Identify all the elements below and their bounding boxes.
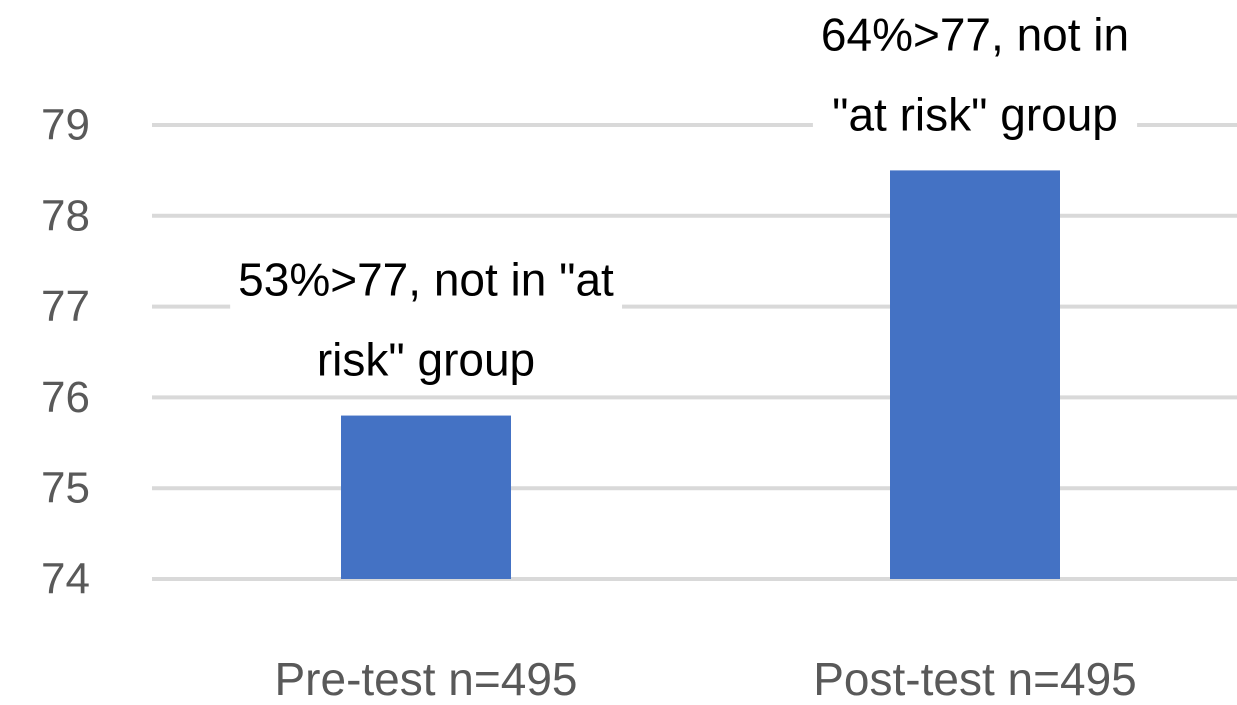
annotation-line: 53%>77, not in "at <box>238 254 614 306</box>
annotation-background <box>230 245 623 394</box>
bars <box>341 170 1060 579</box>
y-axis-tick-labels: 74 75 76 77 78 79 <box>41 101 90 604</box>
x-axis-category-labels: Pre-test n=495 Post-test n=495 <box>274 653 1136 705</box>
bar <box>341 415 511 579</box>
y-tick-label: 74 <box>41 555 90 604</box>
y-tick-label: 76 <box>41 373 90 422</box>
annotation-label: 53%>77, not in "at risk" group <box>230 245 623 394</box>
annotations: 53%>77, not in "at risk" group 64%>77, not… <box>230 0 1138 394</box>
annotation-label: 64%>77, not in "at risk" group <box>812 0 1138 149</box>
annotation-line: 64%>77, not in <box>821 8 1129 60</box>
annotation-line: "at risk" group <box>832 88 1118 140</box>
x-category-label: Post-test n=495 <box>813 653 1136 705</box>
y-tick-label: 78 <box>41 191 90 240</box>
x-category-label: Pre-test n=495 <box>274 653 577 705</box>
annotation-line: risk" group <box>317 334 535 386</box>
annotation-background <box>812 0 1138 149</box>
y-tick-label: 77 <box>41 282 90 331</box>
y-tick-label: 75 <box>41 464 90 513</box>
bar <box>890 170 1060 579</box>
y-tick-label: 79 <box>41 101 90 150</box>
